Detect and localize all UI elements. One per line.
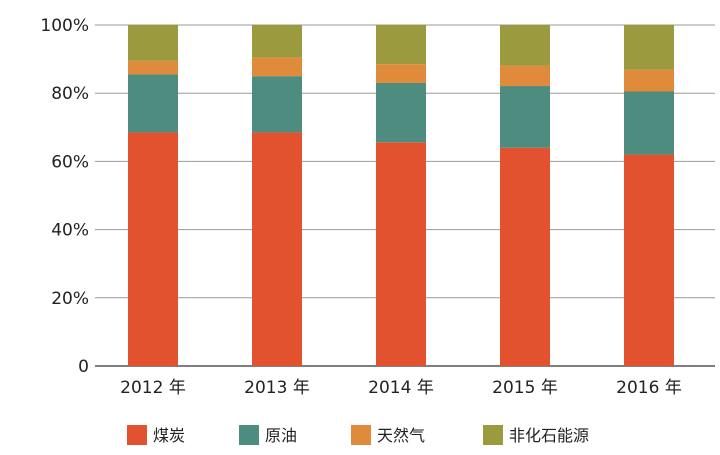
x-tick-label: 2012 年 bbox=[120, 378, 186, 398]
bar-segment bbox=[624, 69, 674, 92]
bar-segment bbox=[252, 57, 302, 77]
legend-swatch bbox=[239, 425, 259, 445]
bar-segment bbox=[252, 25, 302, 58]
x-tick-label: 2015 年 bbox=[492, 378, 558, 398]
axes: 0 20% 40% 60% 80% 100% 2012 年 2013 年 2014 年 2015 … bbox=[40, 16, 681, 398]
bar-segment bbox=[500, 25, 550, 66]
bar-segment bbox=[624, 154, 674, 366]
legend-label: 煤炭 bbox=[153, 426, 185, 445]
legend-label: 天然气 bbox=[377, 426, 425, 445]
x-tick-label: 2016 年 bbox=[616, 378, 682, 398]
y-tick-label: 60% bbox=[51, 152, 89, 172]
y-tick-label: 80% bbox=[51, 84, 89, 104]
x-tick-label: 2013 年 bbox=[244, 378, 310, 398]
bar-segment bbox=[624, 25, 674, 70]
bar-segment bbox=[252, 76, 302, 133]
y-tick-label: 0 bbox=[78, 357, 89, 377]
bar-segment bbox=[128, 25, 178, 61]
bar-segment bbox=[128, 74, 178, 133]
y-tick-label: 20% bbox=[51, 289, 89, 309]
bar-segment bbox=[500, 86, 550, 148]
legend-swatch bbox=[483, 425, 503, 445]
legend: 煤炭 原油 天然气 非化石能源 bbox=[127, 425, 589, 445]
legend-swatch bbox=[351, 425, 371, 445]
x-tick-label: 2014 年 bbox=[368, 378, 434, 398]
legend-label: 原油 bbox=[265, 426, 297, 445]
bar-segment bbox=[252, 132, 302, 366]
bars bbox=[128, 25, 674, 366]
bar-segment bbox=[500, 147, 550, 366]
bar-segment bbox=[128, 60, 178, 75]
bar-segment bbox=[376, 25, 426, 65]
y-tick-label: 100% bbox=[40, 16, 89, 36]
bar-segment bbox=[376, 142, 426, 366]
bar-segment bbox=[376, 82, 426, 143]
y-tick-label: 40% bbox=[51, 221, 89, 241]
bar-segment bbox=[500, 65, 550, 87]
legend-label: 非化石能源 bbox=[509, 426, 589, 445]
bar-segment bbox=[624, 91, 674, 155]
bar-segment bbox=[128, 132, 178, 366]
legend-swatch bbox=[127, 425, 147, 445]
bar-segment bbox=[376, 64, 426, 83]
